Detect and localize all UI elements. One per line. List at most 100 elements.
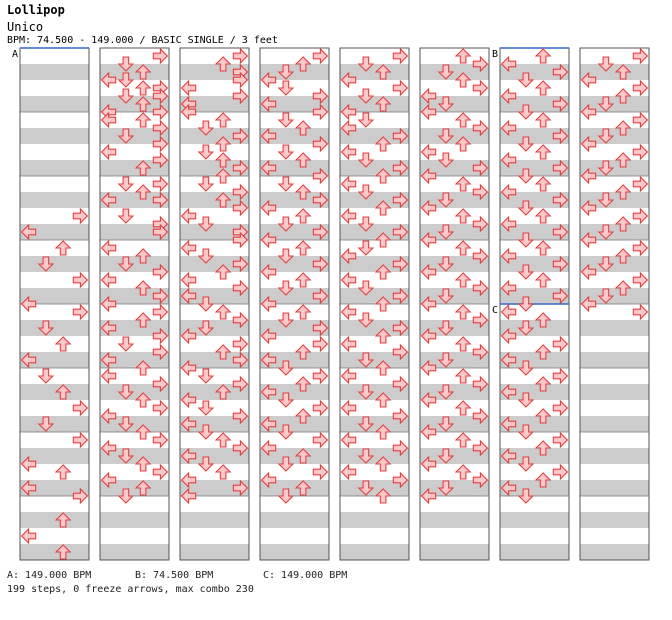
arrow-down-icon (517, 424, 535, 440)
arrow-down-icon (437, 192, 455, 208)
beat-stripe (180, 96, 249, 112)
arrow-right-icon (312, 223, 329, 241)
arrow-up-icon (534, 408, 552, 424)
arrow-left-icon (340, 71, 357, 89)
beat-stripe (340, 512, 409, 528)
arrow-right-icon (552, 127, 569, 145)
arrow-down-icon (197, 144, 215, 160)
arrow-up-icon (294, 56, 312, 72)
arrow-up-icon (214, 56, 232, 72)
arrow-up-icon (134, 248, 152, 264)
arrow-right-icon (392, 471, 409, 489)
arrow-up-icon (294, 272, 312, 288)
bpm-marker-a: A (12, 49, 18, 60)
arrow-right-icon (552, 191, 569, 209)
measure-column (419, 47, 490, 561)
arrow-up-icon (214, 168, 232, 184)
beat-stripe (340, 384, 409, 400)
beat-stripe (580, 512, 649, 528)
arrow-down-icon (517, 264, 535, 280)
beat-stripe (20, 288, 89, 304)
arrow-left-icon (100, 319, 117, 337)
arrow-right-icon (312, 287, 329, 305)
beat-stripe (500, 384, 569, 400)
arrow-right-icon (72, 399, 89, 417)
arrow-down-icon (277, 312, 295, 328)
arrow-right-icon (392, 375, 409, 393)
beat-stripe (500, 64, 569, 80)
arrow-up-icon (374, 488, 392, 504)
arrow-down-icon (437, 352, 455, 368)
arrow-right-icon (72, 207, 89, 225)
column-border (259, 47, 330, 561)
arrow-down-icon (357, 480, 375, 496)
beat-stripe (180, 160, 249, 176)
beat-stripe (20, 352, 89, 368)
beat-stripe (500, 288, 569, 304)
arrow-up-icon (534, 376, 552, 392)
arrow-right-icon (552, 95, 569, 113)
arrow-right-icon (552, 463, 569, 481)
arrow-down-icon (117, 256, 135, 272)
beat-stripe (100, 160, 169, 176)
arrow-down-icon (437, 288, 455, 304)
arrow-down-icon (517, 72, 535, 88)
arrow-left-icon (260, 263, 277, 281)
arrow-up-icon (374, 168, 392, 184)
arrow-right-icon (552, 63, 569, 81)
arrow-right-icon (472, 439, 489, 457)
arrow-left-icon (180, 271, 197, 289)
arrow-right-icon (312, 103, 329, 121)
beat-stripe (500, 352, 569, 368)
arrow-down-icon (357, 280, 375, 296)
arrow-left-icon (260, 199, 277, 217)
arrow-right-icon (632, 207, 649, 225)
beat-stripe (100, 192, 169, 208)
arrow-up-icon (534, 144, 552, 160)
arrow-left-icon (420, 231, 437, 249)
beat-stripe (180, 416, 249, 432)
beat-stripe (420, 192, 489, 208)
arrow-right-icon (312, 255, 329, 273)
beat-stripe (260, 352, 329, 368)
arrow-left-icon (180, 447, 197, 465)
arrow-right-icon (472, 79, 489, 97)
beat-stripe (100, 288, 169, 304)
arrow-up-icon (134, 64, 152, 80)
arrow-right-icon (232, 439, 249, 457)
arrow-left-icon (500, 87, 517, 105)
beat-stripe (260, 96, 329, 112)
beat-stripe (20, 160, 89, 176)
arrow-right-icon (232, 47, 249, 65)
arrow-left-icon (260, 231, 277, 249)
arrow-right-icon (232, 479, 249, 497)
arrow-right-icon (552, 287, 569, 305)
beat-stripe (340, 160, 409, 176)
arrow-right-icon (152, 327, 169, 345)
arrow-left-icon (180, 471, 197, 489)
beat-stripe (100, 224, 169, 240)
arrow-down-icon (517, 456, 535, 472)
beat-stripe (180, 128, 249, 144)
arrow-left-icon (420, 423, 437, 441)
arrow-down-icon (117, 416, 135, 432)
beat-stripe (340, 224, 409, 240)
arrow-left-icon (420, 167, 437, 185)
arrow-up-icon (534, 112, 552, 128)
arrow-right-icon (312, 87, 329, 105)
arrow-down-icon (357, 352, 375, 368)
arrow-up-icon (614, 120, 632, 136)
arrow-up-icon (214, 464, 232, 480)
arrow-up-icon (54, 240, 72, 256)
beat-stripe (420, 544, 489, 560)
beat-stripe (100, 352, 169, 368)
beat-stripe (20, 544, 89, 560)
beat-stripe (100, 416, 169, 432)
arrow-up-icon (374, 424, 392, 440)
beat-stripe (340, 256, 409, 272)
arrow-left-icon (260, 351, 277, 369)
arrow-left-icon (260, 95, 277, 113)
beat-stripe (340, 320, 409, 336)
beat-stripe (340, 352, 409, 368)
arrow-right-icon (152, 303, 169, 321)
